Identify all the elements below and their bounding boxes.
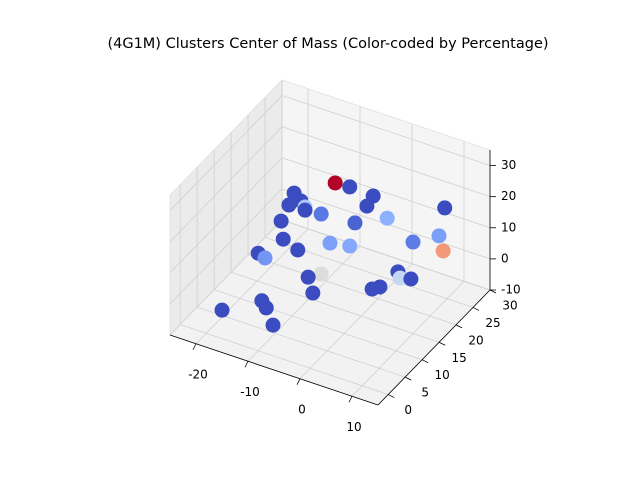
z-tick-label: -10 xyxy=(501,283,521,297)
grid-line xyxy=(169,188,283,305)
chart-title: (4G1M) Clusters Center of Mass (Color-co… xyxy=(107,36,548,52)
y-tick xyxy=(421,359,429,364)
point xyxy=(359,198,375,214)
point xyxy=(342,179,358,195)
grid-line xyxy=(169,157,283,274)
x-axis-line xyxy=(169,334,379,406)
point xyxy=(431,228,447,244)
y-tick-label: 5 xyxy=(421,386,429,400)
y-tick xyxy=(404,376,412,381)
point xyxy=(403,271,419,287)
grid-line xyxy=(197,306,406,378)
y-tick xyxy=(438,341,446,346)
point xyxy=(313,206,329,222)
point xyxy=(405,234,421,250)
y-tick-label: 25 xyxy=(485,316,500,330)
point xyxy=(364,281,380,297)
y-tick-label: 30 xyxy=(502,299,517,313)
point xyxy=(322,235,338,251)
x-tick xyxy=(192,343,197,350)
point xyxy=(273,213,289,229)
point xyxy=(435,243,451,259)
grid-line xyxy=(299,263,413,380)
point xyxy=(300,269,316,285)
grid-line xyxy=(180,324,389,395)
grid-line xyxy=(281,157,491,229)
x-tick-label: 10 xyxy=(346,420,361,434)
grid-line xyxy=(213,289,423,361)
x-tick-label: -10 xyxy=(240,385,260,399)
point xyxy=(265,317,281,333)
grid-line xyxy=(169,126,283,242)
y-tick-label: 20 xyxy=(468,333,483,347)
point xyxy=(379,210,395,226)
point xyxy=(437,200,453,216)
grid-line xyxy=(281,126,491,198)
point xyxy=(342,238,358,254)
grid-line xyxy=(169,95,283,211)
y-tick xyxy=(455,324,463,329)
y-tick-label: 15 xyxy=(451,351,466,365)
point xyxy=(214,302,230,318)
x-tick xyxy=(296,378,301,385)
y-tick-label: 0 xyxy=(404,403,412,417)
x-tick xyxy=(348,396,353,403)
y-tick xyxy=(388,394,395,398)
point xyxy=(392,270,408,286)
x-tick xyxy=(244,361,249,368)
point xyxy=(313,266,329,282)
point xyxy=(297,202,313,218)
point xyxy=(305,285,321,301)
z-tick-label: 0 xyxy=(501,251,509,265)
x-tick-label: 0 xyxy=(298,402,306,416)
point xyxy=(281,197,297,213)
point xyxy=(275,231,291,247)
grid-line xyxy=(281,95,491,166)
z-tick-label: 30 xyxy=(501,158,516,172)
grid-line xyxy=(247,254,457,326)
y-tick xyxy=(489,289,497,294)
grid-line xyxy=(195,228,309,345)
y-axis-line xyxy=(377,289,491,406)
point xyxy=(290,242,306,258)
grid-line xyxy=(230,271,440,343)
point xyxy=(258,300,274,316)
y-tick xyxy=(472,307,480,311)
point xyxy=(347,215,363,231)
grid-line xyxy=(281,219,491,291)
x-tick-label: -20 xyxy=(188,367,208,381)
grid-line xyxy=(169,219,283,336)
grid-line xyxy=(247,245,361,362)
point xyxy=(327,175,343,191)
y-tick-label: 10 xyxy=(434,368,449,382)
z-tick-label: 20 xyxy=(501,189,516,203)
point xyxy=(257,250,273,266)
z-tick-label: 10 xyxy=(501,220,516,234)
grid-line xyxy=(351,280,465,397)
